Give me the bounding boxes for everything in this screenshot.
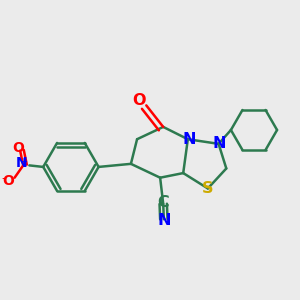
Text: N: N xyxy=(213,136,226,151)
Text: O: O xyxy=(132,93,146,108)
Text: N: N xyxy=(157,213,171,228)
Text: S: S xyxy=(202,181,214,196)
Text: N: N xyxy=(183,132,196,147)
Text: O: O xyxy=(13,140,25,154)
Text: -: - xyxy=(2,172,6,185)
Text: N: N xyxy=(16,156,28,170)
Text: O: O xyxy=(2,174,14,188)
Text: +: + xyxy=(19,157,27,167)
Text: C: C xyxy=(157,195,169,210)
